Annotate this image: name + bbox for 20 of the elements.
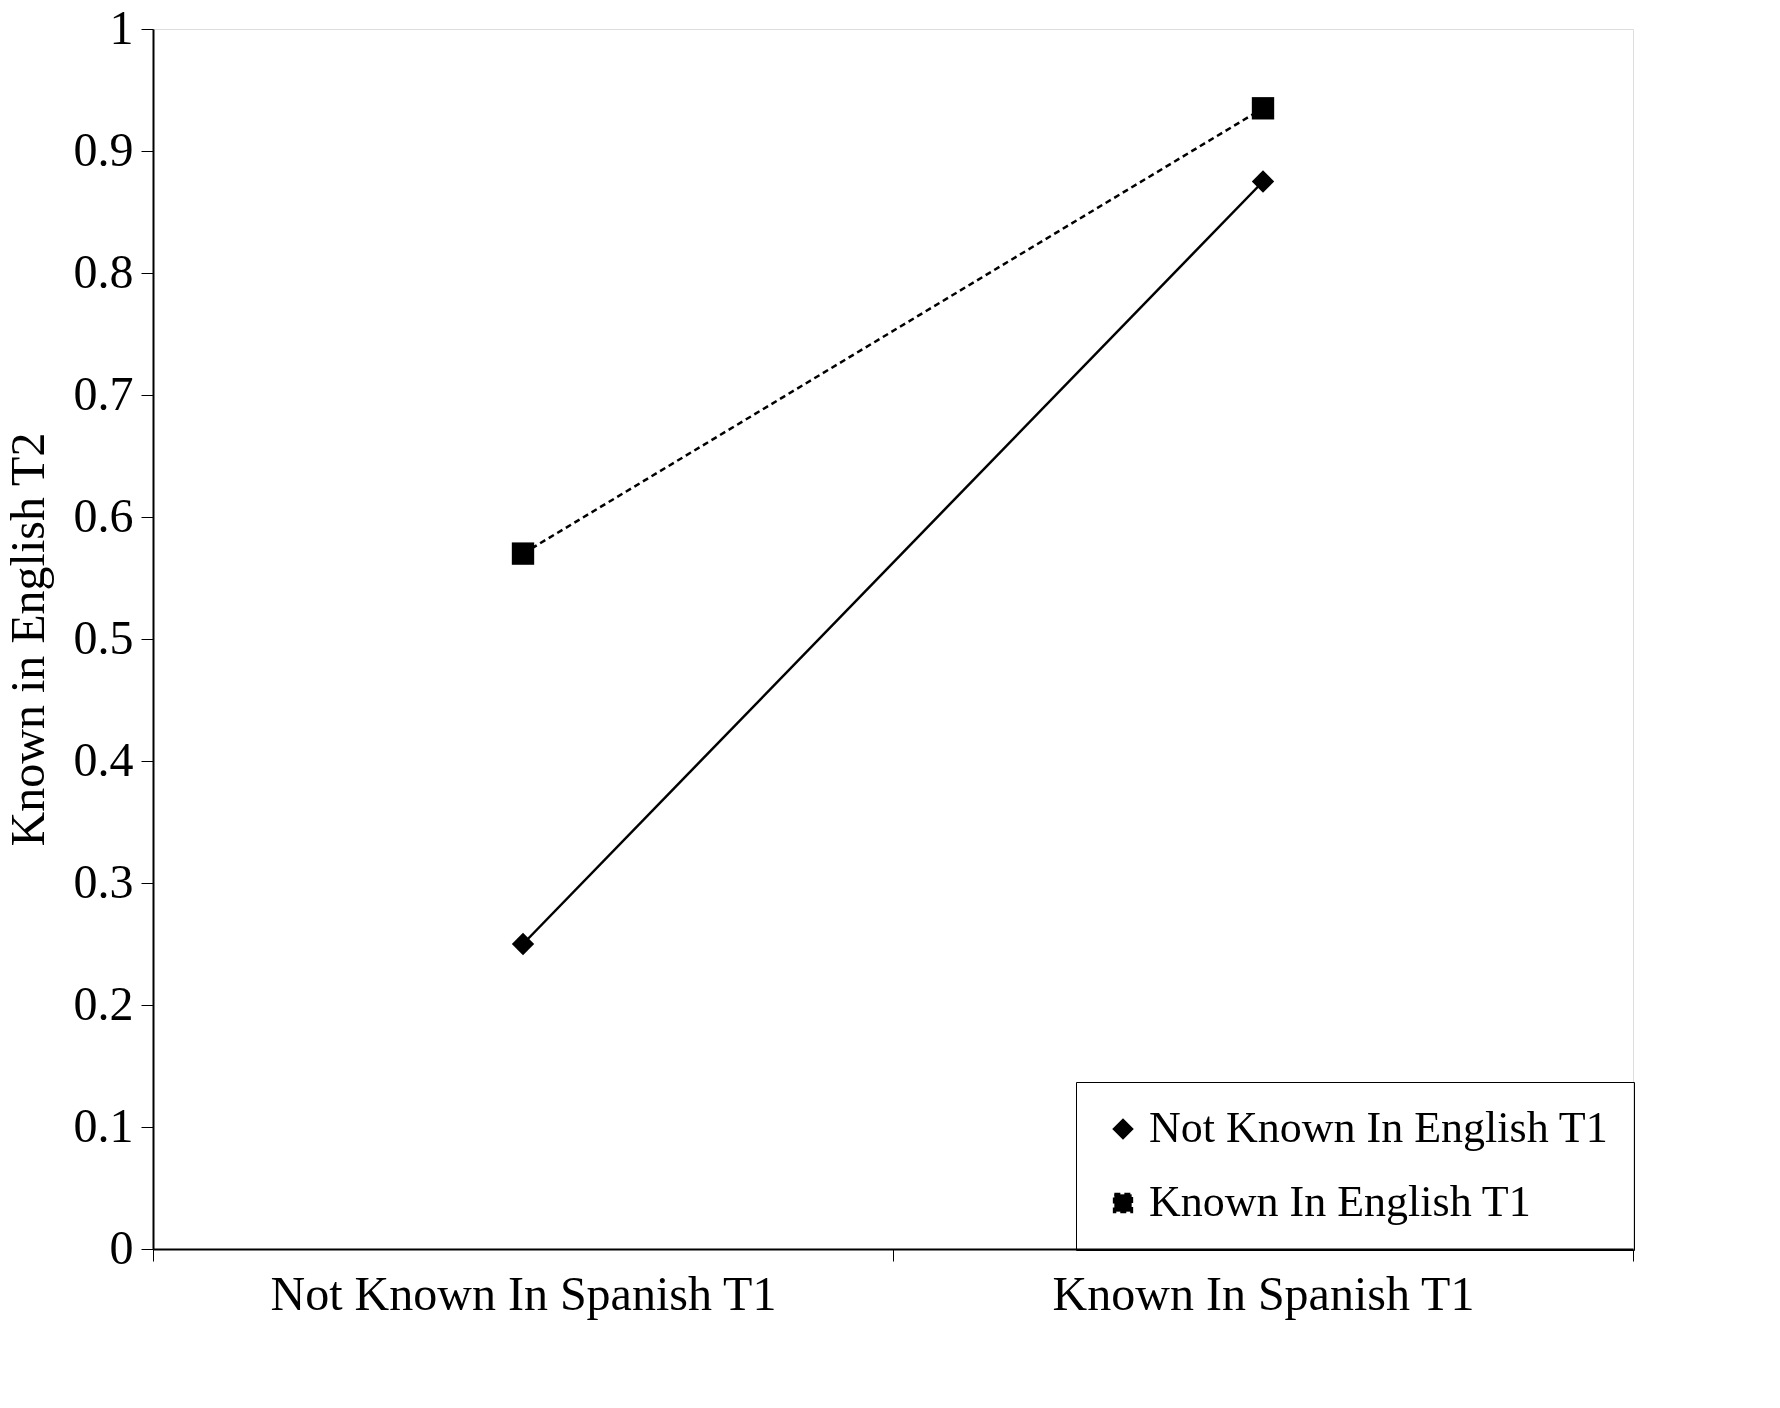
point	[1251, 97, 1275, 120]
y-tick-label: 0.9	[73, 122, 134, 176]
y-tick-label: 1	[109, 0, 134, 54]
legend-label: Not Known In English T1	[1149, 1103, 1608, 1152]
y-tick-label: 0.6	[73, 488, 134, 542]
y-tick-label: 0.3	[73, 854, 134, 908]
point	[511, 542, 535, 565]
y-axis-title: Known in English T2	[0, 432, 54, 847]
y-tick-label: 0.8	[73, 244, 134, 298]
point	[1251, 170, 1275, 193]
x-tick-label: Not Known In Spanish T1	[270, 1266, 777, 1320]
point	[511, 932, 535, 956]
y-tick-label: 0.7	[73, 366, 134, 420]
y-tick-label: 0.1	[73, 1098, 134, 1152]
x-tick-label: Known In Spanish T1	[1052, 1266, 1475, 1320]
legend-label: Known In English T1	[1149, 1177, 1531, 1226]
y-tick-label: 0.5	[73, 610, 134, 664]
y-tick-label: 0	[109, 1220, 134, 1274]
y-tick-label: 0.4	[73, 732, 134, 786]
y-tick-label: 0.2	[73, 976, 134, 1030]
